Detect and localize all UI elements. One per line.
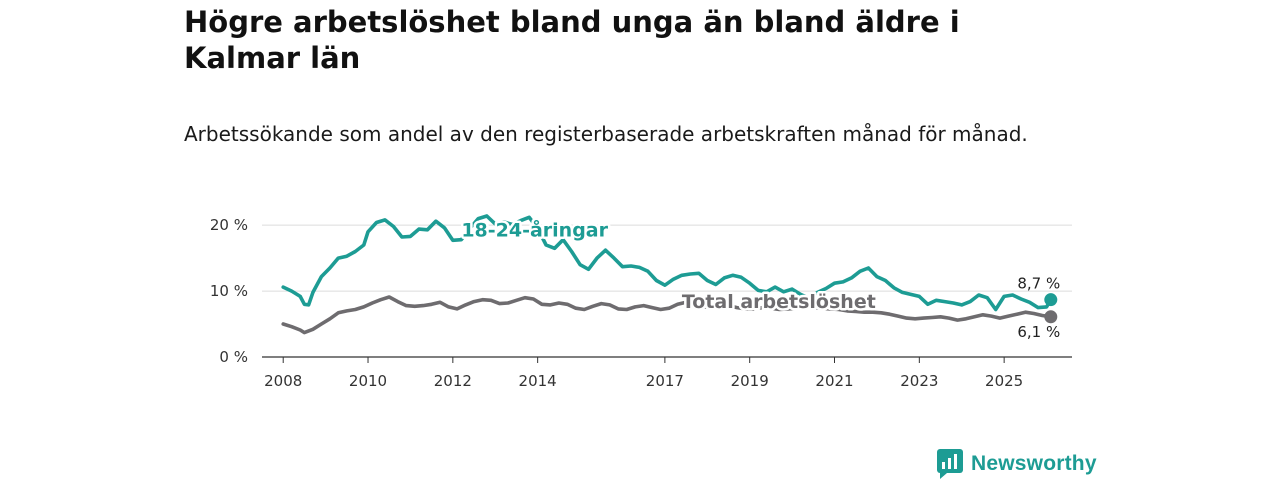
x-tick-label: 2019 <box>731 372 769 390</box>
chart-subtitle: Arbetssökande som andel av den registerb… <box>184 122 1028 146</box>
total-series-label: Total arbetslöshet <box>682 291 876 313</box>
y-tick-label: 20 % <box>210 216 248 234</box>
grid-lines <box>262 224 1072 292</box>
series-lines <box>281 214 1058 335</box>
youth-series-label: 18-24-åringar <box>461 217 608 241</box>
brand-name: Newsworthy <box>971 452 1097 475</box>
y-tick-label: 10 % <box>210 282 248 300</box>
x-tick-label: 2010 <box>349 372 387 390</box>
youth-end-point <box>1044 293 1058 307</box>
chart-title: Högre arbetslöshet bland unga än bland ä… <box>184 5 960 75</box>
x-tick-label: 2025 <box>985 372 1023 390</box>
youth-unemployment-line <box>281 214 1053 312</box>
x-tick-label: 2017 <box>646 372 684 390</box>
newsworthy-logo-icon <box>937 449 963 479</box>
x-tick-label: 2012 <box>434 372 472 390</box>
x-tick-label: 2008 <box>264 372 302 390</box>
youth-end-label: 8,7 % <box>1017 275 1060 293</box>
series-labels: 8,7 % 6,1 % 18-24-åringar Total arbetslöshe… <box>459 215 1060 341</box>
axes: 0 % 10 % 20 % 2008 2010 2012 2014 2017 2019 2021 2… <box>210 216 1072 390</box>
total-end-point <box>1044 310 1058 324</box>
total-unemployment-line <box>281 295 1053 335</box>
x-tick-label: 2023 <box>900 372 938 390</box>
y-tick-label: 0 % <box>219 348 248 366</box>
total-end-label: 6,1 % <box>1017 323 1060 341</box>
x-tick-label: 2021 <box>815 372 853 390</box>
newsworthy-logo: Newsworthy <box>937 449 1097 479</box>
x-tick-label: 2014 <box>519 372 557 390</box>
